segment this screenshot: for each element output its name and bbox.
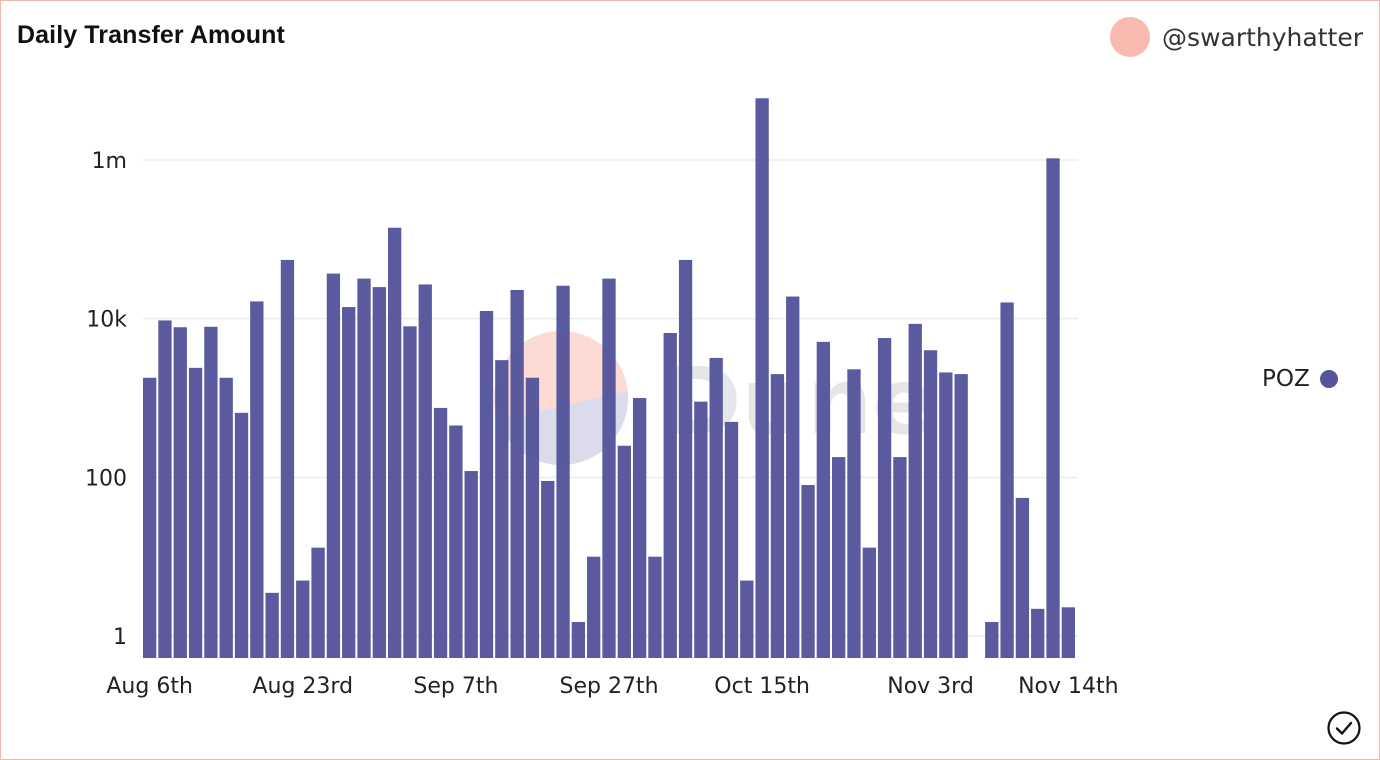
bar[interactable]: [801, 485, 815, 658]
bar[interactable]: [556, 285, 570, 658]
x-axis-ticks: Aug 6th Aug 23rd Sep 7th Sep 27th Oct 15th No…: [106, 674, 1118, 699]
bar[interactable]: [525, 377, 540, 658]
x-tick-label: Sep 27th: [559, 674, 658, 699]
bar[interactable]: [862, 547, 876, 658]
bar[interactable]: [694, 401, 708, 658]
y-tick-label: 1: [113, 625, 127, 650]
bar[interactable]: [311, 547, 325, 658]
bar[interactable]: [1000, 302, 1014, 658]
bar[interactable]: [479, 310, 494, 658]
legend[interactable]: POZ: [1262, 366, 1338, 392]
bar[interactable]: [893, 457, 907, 658]
bar[interactable]: [265, 592, 279, 658]
bar[interactable]: [1031, 608, 1045, 658]
bar[interactable]: [219, 377, 233, 658]
x-tick-label: Oct 15th: [714, 674, 810, 699]
bar[interactable]: [433, 407, 448, 658]
bar[interactable]: [740, 580, 754, 658]
bar[interactable]: [939, 372, 953, 658]
bar[interactable]: [173, 327, 187, 658]
bar[interactable]: [985, 622, 999, 658]
x-tick-label: Aug 6th: [106, 674, 193, 699]
bar[interactable]: [617, 445, 631, 658]
x-tick-label: Nov 3rd: [887, 674, 974, 699]
bar[interactable]: [342, 307, 356, 658]
legend-label-poz[interactable]: POZ: [1262, 366, 1310, 392]
bar[interactable]: [1061, 607, 1075, 658]
y-tick-label: 10k: [86, 308, 127, 333]
bar[interactable]: [541, 480, 555, 658]
bar[interactable]: [234, 412, 249, 658]
bar[interactable]: [648, 556, 662, 658]
bar[interactable]: [204, 326, 218, 658]
bar[interactable]: [908, 323, 922, 658]
bar[interactable]: [510, 289, 524, 658]
y-axis-ticks: 1 100 10k 1m: [85, 149, 127, 650]
bar[interactable]: [296, 580, 310, 658]
bar[interactable]: [832, 457, 846, 658]
bar[interactable]: [403, 326, 417, 658]
bar[interactable]: [449, 425, 463, 658]
bar[interactable]: [188, 367, 203, 658]
legend-swatch-poz: [1319, 370, 1338, 388]
bar[interactable]: [770, 374, 785, 658]
bar[interactable]: [387, 227, 402, 659]
author-name[interactable]: @swarthyhatter: [1162, 22, 1363, 52]
bar[interactable]: [1015, 497, 1030, 658]
bar-series-poz: [143, 98, 1075, 659]
bar[interactable]: [143, 377, 157, 658]
x-tick-label: Aug 23rd: [252, 674, 353, 699]
check-circle-icon[interactable]: [1327, 711, 1361, 745]
bar[interactable]: [571, 622, 586, 658]
bar[interactable]: [418, 284, 432, 658]
bar[interactable]: [755, 98, 769, 658]
bar[interactable]: [877, 338, 892, 658]
chart-title: Daily Transfer Amount: [17, 21, 285, 49]
x-tick-label: Nov 14th: [1018, 674, 1119, 699]
author-avatar: [1110, 17, 1151, 57]
bar[interactable]: [954, 374, 968, 658]
bar[interactable]: [495, 360, 509, 658]
bar[interactable]: [632, 398, 647, 658]
bar[interactable]: [464, 471, 478, 658]
bar[interactable]: [602, 278, 616, 658]
x-tick-label: Sep 7th: [413, 674, 498, 699]
bar[interactable]: [158, 320, 172, 658]
bar[interactable]: [326, 273, 341, 658]
bar[interactable]: [709, 357, 723, 658]
bar[interactable]: [923, 350, 938, 658]
bar[interactable]: [280, 259, 295, 658]
y-tick-label: 1m: [92, 149, 127, 174]
bar[interactable]: [663, 332, 677, 658]
bar[interactable]: [357, 278, 371, 658]
author-badge[interactable]: @swarthyhatter: [1110, 17, 1363, 57]
bar[interactable]: [724, 421, 739, 658]
bar[interactable]: [847, 369, 861, 658]
bar[interactable]: [587, 556, 601, 658]
bar[interactable]: [816, 341, 831, 658]
y-tick-label: 100: [85, 466, 127, 491]
bar[interactable]: [1046, 158, 1060, 658]
bar[interactable]: [372, 287, 386, 658]
bar[interactable]: [250, 301, 264, 658]
bar[interactable]: [678, 259, 693, 658]
bar[interactable]: [786, 296, 800, 658]
